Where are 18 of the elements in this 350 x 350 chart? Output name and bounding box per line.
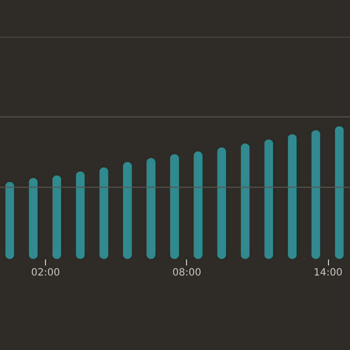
bar [264, 139, 274, 259]
bar [76, 171, 85, 259]
bar [146, 158, 156, 259]
bar [334, 126, 344, 259]
x-tick-label: 08:00 [172, 268, 202, 278]
x-tick-label: 14:00 [314, 268, 342, 278]
bar [52, 175, 62, 259]
bar [170, 154, 180, 259]
bar [288, 134, 297, 259]
bar [99, 167, 108, 259]
bar [240, 143, 250, 259]
bar [194, 151, 203, 259]
bar [28, 178, 38, 259]
x-tick-label: 02:00 [31, 268, 60, 278]
bar [217, 147, 226, 259]
bar [122, 162, 132, 259]
bar [311, 130, 320, 259]
bar [5, 182, 14, 259]
